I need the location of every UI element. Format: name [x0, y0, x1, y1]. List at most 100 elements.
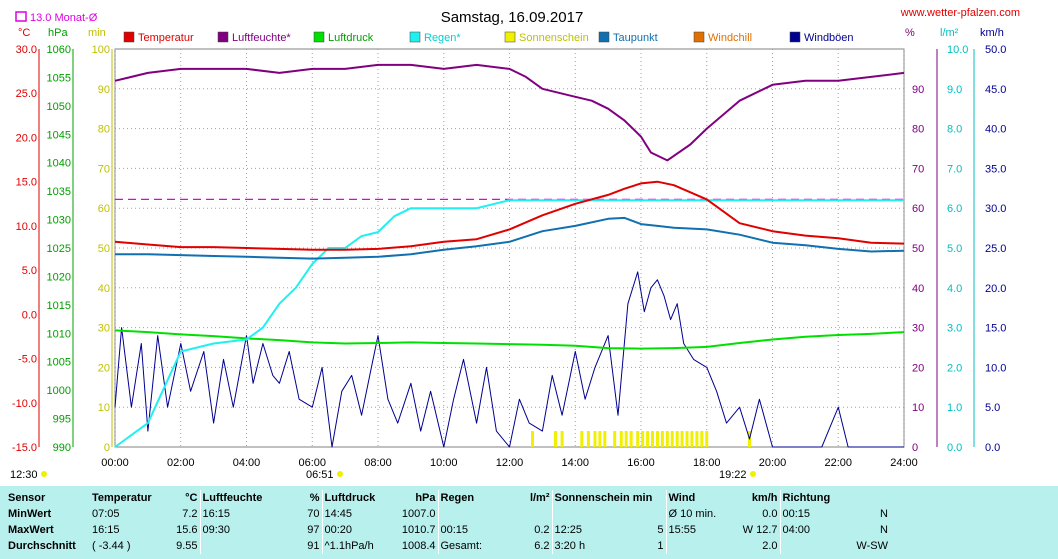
sunshine-bar [613, 431, 617, 447]
y-tick-label-sunshine: 30 [98, 323, 110, 335]
y-tick-label-pressure: 1025 [47, 243, 71, 255]
header-press: Luftdruck [321, 490, 394, 506]
summary-row-label: MinWert [8, 508, 52, 520]
summary-row-label: Durchschnitt [8, 540, 76, 552]
sunrise-label: 06:51 [306, 469, 334, 481]
y-tick-label-temperature: 0.0 [22, 309, 37, 321]
y-tick-label-humidity: 20 [912, 362, 924, 374]
summary-cell-wind-time [665, 538, 736, 554]
summary-cell-hum-val: 97 [307, 524, 320, 536]
y-tick-label-humidity: 80 [912, 124, 924, 136]
x-tick-label: 04:00 [233, 457, 261, 469]
summary-cell-dir-val: N [880, 524, 888, 536]
summary-cell-hum-time: 16:15 [199, 506, 290, 522]
y-tick-label-temperature: 5.0 [22, 265, 37, 277]
sunshine-bar [655, 431, 659, 447]
y-tick-label-humidity: 40 [912, 283, 924, 295]
y-tick-label-rain: 9.0 [947, 84, 962, 96]
y-tick-label-sunshine: 10 [98, 402, 110, 414]
sunset-label: 19:22 [719, 469, 747, 481]
sunshine-bar [670, 431, 674, 447]
y-tick-label-sunshine: 70 [98, 163, 110, 175]
summary-cell-press-val: 1008.4 [401, 540, 436, 552]
summary-cell-sun-val: 5 [657, 524, 664, 536]
summary-cell-wind-time: Ø 10 min. [665, 506, 736, 522]
y-tick-label-temperature: 30.0 [16, 44, 37, 56]
series-rain [114, 199, 904, 448]
summary-cell-dir-time [779, 538, 850, 554]
y-tick-label-pressure: 1035 [47, 186, 71, 198]
summary-row: MinWert 07:05 7.2 16:15 70 14:45 1007.0 Ø 10 mi… [6, 506, 890, 522]
header-wind: Wind [665, 490, 736, 506]
summary-cell-sun-time [551, 506, 640, 522]
y-tick-label-pressure: 1060 [47, 44, 71, 56]
header-rain: Regen [437, 490, 508, 506]
summary-cell-wind-val: 0.0 [762, 508, 778, 520]
legend-label: Sonnenschein [519, 32, 589, 44]
y-tick-label-pressure: 995 [53, 414, 71, 426]
legend-swatch [598, 31, 610, 43]
y-tick-label-rain: 0.0 [947, 442, 962, 454]
day-start-label: 12:30 [10, 469, 38, 481]
sunshine-bar [619, 431, 623, 447]
summary-cell-hum-time: 09:30 [199, 522, 290, 538]
sunrise-marker [337, 471, 343, 477]
x-tick-label: 00:00 [101, 457, 129, 469]
summary-cell-rain-time: 00:15 [437, 522, 508, 538]
y-tick-label-temperature: 15.0 [16, 177, 37, 189]
y-tick-label-pressure: 1020 [47, 271, 71, 283]
sunshine-bar [603, 431, 607, 447]
y-tick-label-humidity: 50 [912, 243, 924, 255]
sunshine-bar [624, 431, 628, 447]
chart-plot [114, 63, 905, 448]
summary-table-area: Sensor Temperatur °C Luftfeuchte % Luftd… [0, 486, 1058, 559]
y-tick-label-sunshine: 0 [104, 442, 110, 454]
legend-label: Taupunkt [613, 32, 658, 44]
y-tick-label-humidity: 0 [912, 442, 918, 454]
monthly-avg-icon [15, 11, 27, 22]
sunshine-bar [646, 431, 650, 447]
y-tick-label-rain: 1.0 [947, 402, 962, 414]
header-sensor: Sensor [8, 492, 46, 504]
chart-axes: 00:00 02:00 04:00 06:00 08:00 10:00 12:00 14:00… [12, 44, 1007, 469]
legend-swatch [789, 31, 801, 43]
legend-swatch [123, 31, 135, 43]
y-tick-label-wind: 45.0 [985, 84, 1006, 96]
y-tick-label-wind: 25.0 [985, 243, 1006, 255]
summary-cell-dir-time: 04:00 [779, 522, 850, 538]
sunshine-bar [641, 431, 645, 447]
site-url: www.wetter-pfalzen.com [900, 7, 1020, 19]
summary-cell-dir-val: W-SW [856, 540, 888, 552]
legend-swatch [409, 31, 421, 43]
summary-cell-rain-val: 0.2 [534, 524, 550, 536]
sunshine-bar [598, 431, 602, 447]
y-tick-label-pressure: 1000 [47, 385, 71, 397]
y-tick-label-pressure: 1050 [47, 101, 71, 113]
summary-cell-temp-val: 7.2 [182, 508, 198, 520]
summary-cell-hum-val: 70 [307, 508, 320, 520]
axis-unit-sunshine: min [88, 27, 106, 39]
x-tick-label: 22:00 [824, 457, 852, 469]
legend-label: Temperatur [138, 32, 194, 44]
y-tick-label-pressure: 1015 [47, 300, 71, 312]
y-tick-label-wind: 0.0 [985, 442, 1000, 454]
summary-cell-hum-val: 91 [307, 540, 320, 552]
series-dewpoint [115, 216, 905, 260]
y-tick-label-temperature: 20.0 [16, 132, 37, 144]
chart-legend: Temperatur Luftfeuchte* Luftdruck Regen* Son… [123, 31, 854, 44]
y-tick-label-rain: 2.0 [947, 362, 962, 374]
axis-unit-humidity: % [905, 27, 915, 39]
sunshine-bar [586, 431, 590, 447]
summary-cell-wind-val: 2.0 [762, 540, 778, 552]
x-tick-label: 20:00 [759, 457, 787, 469]
header-dir: Richtung [779, 490, 850, 506]
sunshine-bar [700, 431, 704, 447]
summary-header-row: Sensor Temperatur °C Luftfeuchte % Luftd… [6, 490, 890, 506]
y-tick-label-wind: 15.0 [985, 323, 1006, 335]
summary-cell-temp-time: 07:05 [92, 508, 120, 520]
y-tick-label-pressure: 1045 [47, 129, 71, 141]
header-temp-unit: °C [185, 492, 198, 504]
y-tick-label-pressure: 1040 [47, 158, 71, 170]
sunshine-bar [651, 431, 655, 447]
x-tick-label: 02:00 [167, 457, 195, 469]
